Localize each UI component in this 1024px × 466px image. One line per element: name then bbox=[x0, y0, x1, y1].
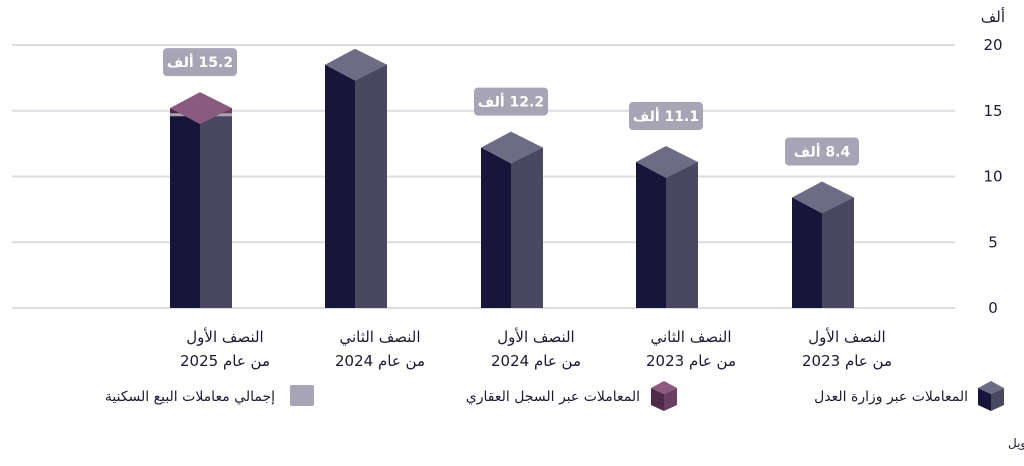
data-label-badge bbox=[163, 48, 237, 77]
category-label: النصف الأول bbox=[497, 327, 574, 346]
category-label: النصف الأول bbox=[186, 327, 263, 346]
bar-moj-side bbox=[666, 162, 698, 308]
category-label: من عام 2023 bbox=[802, 352, 892, 370]
data-label: 11.1 ألف bbox=[629, 102, 703, 131]
category-label: النصف الثاني bbox=[339, 328, 420, 347]
category-label: النصف الأول bbox=[808, 327, 885, 346]
data-label-badge bbox=[785, 137, 859, 166]
category-label: من عام 2024 bbox=[491, 352, 581, 370]
bar-stack bbox=[325, 48, 387, 308]
bar-stack bbox=[481, 131, 543, 308]
bar-moj-front bbox=[636, 162, 666, 308]
legend-cube-registry-icon bbox=[651, 381, 677, 411]
category-labels: النصف الأول من عام 2023 النصف الثاني من عام… bbox=[180, 327, 892, 370]
category-label: من عام 2024 bbox=[335, 352, 425, 370]
legend-cube-moj-icon bbox=[978, 381, 1004, 411]
bar-top-face bbox=[792, 181, 854, 214]
y-tick-label: 10 bbox=[983, 168, 1002, 186]
data-label-text: 15.2 ألف bbox=[167, 53, 233, 71]
y-tick-label: 5 bbox=[988, 233, 998, 251]
bar-moj-front bbox=[325, 64, 355, 308]
bar-moj-side bbox=[355, 64, 387, 308]
bar-top-face bbox=[481, 131, 543, 164]
y-axis-unit: ألف bbox=[981, 7, 1005, 26]
legend-label-registry: المعاملات عبر السجل العقاري bbox=[466, 389, 640, 405]
category-label: النصف الثاني bbox=[650, 328, 731, 347]
bar-top-face bbox=[170, 92, 232, 125]
data-label-text: 12.2 ألف bbox=[478, 93, 544, 111]
bar-top-face bbox=[325, 48, 387, 81]
category-label: من عام 2025 bbox=[180, 352, 270, 370]
source-note: المصدر: وزارة العدل، السجل العقاري، منصة… bbox=[1008, 436, 1024, 451]
legend-label-total: إجمالي معاملات البيع السكنية bbox=[105, 389, 275, 405]
legend: المعاملات عبر وزارة العدل المعاملات عبر ا… bbox=[105, 381, 1004, 411]
bar-stack bbox=[170, 92, 232, 308]
bar-moj-side bbox=[200, 114, 232, 308]
y-tick-label: 0 bbox=[988, 299, 998, 317]
bar-top-face bbox=[636, 146, 698, 179]
category-label: من عام 2023 bbox=[646, 352, 736, 370]
bar-moj-side bbox=[822, 197, 854, 308]
data-label: 8.4 ألف bbox=[785, 137, 859, 166]
legend-swatch-total-icon bbox=[290, 385, 314, 406]
bar-stack bbox=[792, 181, 854, 308]
y-tick-label: 15 bbox=[983, 102, 1002, 120]
data-label-badge bbox=[474, 87, 548, 116]
data-label: 15.2 ألف bbox=[163, 48, 237, 77]
bar-moj-side bbox=[511, 147, 543, 308]
bar-moj-front bbox=[792, 197, 822, 308]
data-labels: 8.4 ألف 11.1 ألف 12.2 ألف 15.2 ألف bbox=[163, 48, 859, 166]
bar-moj-front bbox=[481, 147, 511, 308]
data-label-badge bbox=[629, 102, 703, 131]
y-tick-label: 20 bbox=[983, 36, 1002, 54]
bar-stack bbox=[636, 146, 698, 308]
legend-label-moj: المعاملات عبر وزارة العدل bbox=[814, 389, 968, 405]
data-label-text: 8.4 ألف bbox=[794, 143, 851, 161]
y-axis-ticks: 0 5 10 15 20 bbox=[983, 36, 1002, 317]
data-label: 12.2 ألف bbox=[474, 87, 548, 116]
bar-moj-front bbox=[170, 114, 200, 308]
bars bbox=[170, 48, 854, 308]
data-label-text: 11.1 ألف bbox=[633, 107, 699, 125]
